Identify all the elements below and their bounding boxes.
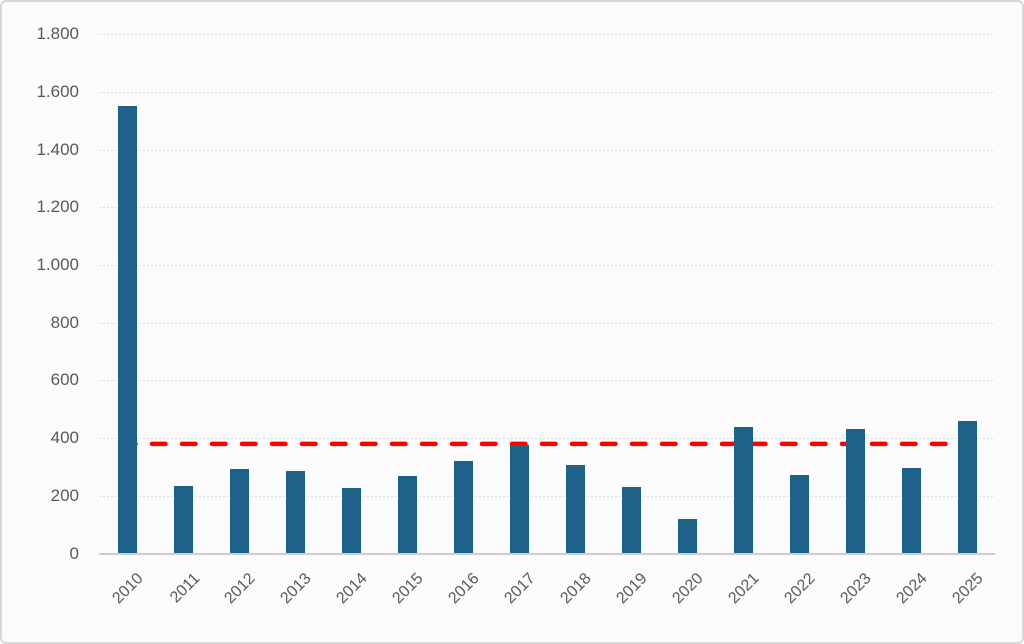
- y-axis-tick-label: 200: [50, 485, 79, 505]
- y-axis-tick-label: 800: [50, 312, 79, 332]
- y-axis-tick-label: 1.200: [36, 197, 79, 217]
- x-axis-tick-label: 2020: [669, 570, 708, 608]
- bar-2013: [285, 470, 305, 554]
- gridline: [99, 91, 995, 93]
- x-axis-tick-label: 2010: [109, 570, 148, 608]
- gridline: [99, 438, 995, 440]
- x-axis-tick-label: 2019: [613, 570, 652, 608]
- bar-2011: [173, 486, 193, 554]
- y-axis-tick-label: 1.600: [36, 81, 79, 101]
- bar-2012: [229, 468, 249, 554]
- x-axis-tick-label: 2024: [893, 570, 932, 608]
- gridline: [99, 495, 995, 497]
- bar-2014: [341, 488, 361, 554]
- x-axis-tick-label: 2011: [166, 570, 204, 607]
- y-axis-tick-label: 1.800: [36, 24, 79, 44]
- gridline: [99, 265, 995, 267]
- x-axis-line: [99, 552, 995, 555]
- bar-2015: [397, 475, 417, 554]
- x-axis-tick-label: 2017: [501, 570, 540, 608]
- bar-2020: [677, 518, 697, 554]
- x-axis-tick-label: 2016: [445, 570, 484, 608]
- x-axis-tick-label: 2023: [837, 570, 876, 608]
- bar-2021: [733, 427, 753, 554]
- bar-2022: [789, 475, 809, 554]
- x-axis-tick-label: 2022: [781, 570, 820, 608]
- x-axis-tick-label: 2013: [277, 570, 316, 608]
- y-axis-tick-label: 1.400: [36, 139, 79, 159]
- x-axis-tick-label: 2021: [725, 570, 764, 608]
- bar-2017: [509, 444, 529, 554]
- bar-2018: [565, 465, 585, 554]
- y-axis-tick-label: 600: [50, 370, 79, 390]
- gridline: [99, 34, 995, 36]
- bar-2024: [901, 468, 921, 554]
- x-axis-tick-label: 2018: [557, 570, 596, 608]
- y-axis-tick-label: 0: [69, 543, 79, 563]
- x-axis-tick-label: 2012: [221, 570, 260, 608]
- y-axis-tick-label: 400: [50, 428, 79, 448]
- gridline: [99, 380, 995, 382]
- gridline: [99, 207, 995, 209]
- x-axis-tick-label: 2015: [389, 570, 428, 608]
- x-axis-tick-label: 2014: [333, 570, 372, 608]
- bar-2019: [621, 487, 641, 554]
- gridline: [99, 322, 995, 324]
- bar-2023: [845, 429, 865, 554]
- x-axis-tick-label: 2025: [949, 570, 988, 608]
- y-axis-tick-label: 1.000: [36, 255, 79, 275]
- gridline: [99, 149, 995, 151]
- bar-2025: [957, 421, 977, 554]
- bar-2010: [117, 106, 137, 554]
- bar-2016: [453, 460, 473, 554]
